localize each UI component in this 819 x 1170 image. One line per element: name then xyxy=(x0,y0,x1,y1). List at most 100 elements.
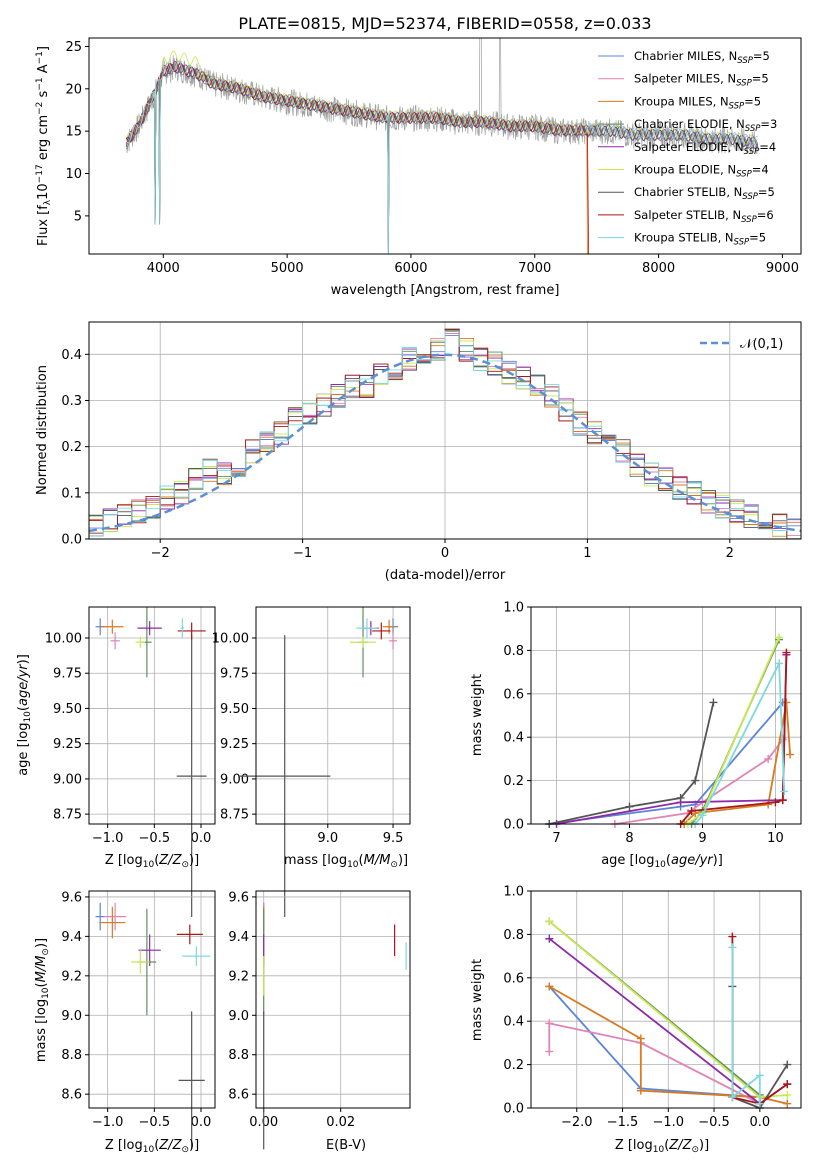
x-tick-label: 10 xyxy=(767,831,784,846)
x-tick-label: −0.5 xyxy=(698,1115,730,1130)
mass-weight-vs-age-panel: 7 8 9 10 0.0 0.2 0.4 0.6 0.8 1.0 age [log10(age/y… xyxy=(470,601,802,870)
y-tick-label: 9.75 xyxy=(53,667,82,682)
spectrum-xlabel: wavelength [Angstrom, rest frame] xyxy=(331,283,560,298)
y-tick-label: 9.00 xyxy=(220,772,249,787)
mass-weight-line xyxy=(731,947,761,1104)
y-tick-label: 9.2 xyxy=(228,969,249,984)
weight-age-xlabel: age [log10(age/yr)] xyxy=(601,853,723,870)
mass-weight-line xyxy=(679,652,788,825)
residual-histogram-panel: −2 −1 0 1 2 0.0 0.1 0.2 0.3 0.4 (data-model)/erro… xyxy=(35,321,802,583)
mass-weight-marker xyxy=(775,659,784,668)
legend-label: Salpeter ELODIE, NSSP=4 xyxy=(634,140,776,157)
histogram-xlabel: (data-model)/error xyxy=(385,568,506,583)
histogram-step-line xyxy=(89,330,801,539)
y-tick-label: 1.0 xyxy=(503,885,524,900)
spectrum-panel: PLATE=0815, MJD=52374, FIBERID=0558, z=0… xyxy=(35,14,802,298)
weight-metallicity-xlabel: Z [log10(Z/Z⊙)] xyxy=(615,1138,709,1155)
mass-weight-marker xyxy=(783,1099,792,1108)
y-tick-label: 8.75 xyxy=(220,808,249,823)
spectrum-plot-area: 4000 5000 6000 7000 8000 9000 5 10 15 20 25 xyxy=(65,38,799,276)
spectrum-model-line xyxy=(125,63,759,254)
mass-weight-marker xyxy=(709,698,718,707)
normal-legend-label: 𝒩(0,1) xyxy=(740,337,783,352)
y-tick-label: 8.8 xyxy=(61,1048,82,1063)
y-tick-label: 0.0 xyxy=(503,818,524,833)
y-tick-label: 9.25 xyxy=(220,737,249,752)
y-tick-label: 0.4 xyxy=(61,348,82,363)
mass-extinction-frame xyxy=(255,890,411,1109)
x-tick-label: −1.0 xyxy=(92,831,124,846)
y-tick-label: 9.25 xyxy=(53,737,82,752)
age-vs-metallicity-panel: −1.0 −0.5 0.0 8.75 9.00 9.25 9.50 9.75 10.00 Z [… xyxy=(16,606,216,917)
age-mass-plot-area: 9.0 9.5 8.75 9.00 9.25 9.50 9.75 10.00 xyxy=(212,607,410,917)
y-tick-label: 10.00 xyxy=(212,632,249,647)
x-tick-label: −1.0 xyxy=(92,1115,124,1130)
weight-age-plot-area: 7 8 9 10 0.0 0.2 0.4 0.6 0.8 1.0 xyxy=(503,601,801,846)
x-tick-label: 0.02 xyxy=(326,1115,355,1130)
mass-weight-marker xyxy=(764,754,773,763)
spectrum-model-line xyxy=(125,50,756,254)
y-tick-label: 9.0 xyxy=(61,1009,82,1024)
weight-age-ylabel: mass weight xyxy=(470,674,485,756)
x-tick-label: 9000 xyxy=(766,261,799,276)
x-tick-label: −2 xyxy=(151,546,170,561)
spectrum-model-line xyxy=(125,62,756,254)
y-tick-label: 9.4 xyxy=(228,930,249,945)
mass-weight-line xyxy=(549,701,784,825)
mass-weight-marker xyxy=(676,793,685,802)
x-tick-label: −2.0 xyxy=(561,1115,593,1130)
normal-curve-line xyxy=(89,353,801,533)
x-tick-label: 1 xyxy=(583,546,591,561)
y-tick-label: 8.8 xyxy=(228,1048,249,1063)
mass-weight-marker xyxy=(786,750,795,759)
x-tick-label: 8000 xyxy=(642,261,675,276)
mass-metallicity-xlabel: Z [log10(Z/Z⊙)] xyxy=(105,1138,199,1155)
mass-weight-marker xyxy=(545,934,554,943)
legend-label: Chabrier MILES, NSSP=5 xyxy=(634,49,770,66)
y-tick-label: 5 xyxy=(74,209,82,224)
mass-weight-marker xyxy=(687,806,696,815)
spectrum-frame xyxy=(88,37,802,255)
weight-metallicity-frame xyxy=(530,890,802,1109)
legend-label: Kroupa MILES, NSSP=5 xyxy=(634,94,761,111)
y-tick-label: 9.00 xyxy=(53,772,82,787)
spectrum-model-line xyxy=(125,62,759,254)
mass-extinction-xlabel: E(B-V) xyxy=(326,1138,366,1153)
y-tick-label: 9.75 xyxy=(220,667,249,682)
x-tick-label: 9 xyxy=(698,831,706,846)
histogram-ylabel: Normed distribution xyxy=(35,365,50,495)
x-tick-label: 4000 xyxy=(147,261,180,276)
mass-weight-marker xyxy=(778,796,787,805)
mass-weight-marker xyxy=(755,1099,764,1108)
x-tick-label: 0.0 xyxy=(191,1115,212,1130)
age-mass-xlabel: mass [log10(M/M⊙)] xyxy=(284,853,408,870)
x-tick-label: 5000 xyxy=(271,261,304,276)
weight-metallicity-ylabel: mass weight xyxy=(470,959,485,1041)
spectrum-model-line xyxy=(125,62,589,254)
mass-vs-metallicity-panel: −1.0 −0.5 0.0 8.6 8.8 9.0 9.2 9.4 9.6 Z [log10(Z… xyxy=(34,890,216,1155)
y-tick-label: 8.6 xyxy=(228,1088,249,1103)
weight-age-frame xyxy=(530,606,802,825)
y-tick-label: 9.50 xyxy=(220,702,249,717)
mass-metallicity-ylabel: mass [log10(M/M⊙)] xyxy=(34,938,51,1062)
mass-weight-marker xyxy=(545,1019,554,1028)
mass-weight-marker xyxy=(545,982,554,991)
x-tick-label: 0 xyxy=(441,546,449,561)
x-tick-label: −0.5 xyxy=(139,831,171,846)
mass-weight-vs-metallicity-panel: −2.0 −1.5 −1.0 −0.5 0.0 0.0 0.2 0.4 0.6 0.8 1.0 Z … xyxy=(470,885,802,1155)
spectrum-model-line xyxy=(125,63,755,254)
spectrum-model-line xyxy=(125,60,758,254)
x-tick-label: 8 xyxy=(625,831,633,846)
mass-weight-marker xyxy=(545,917,554,926)
age-metallicity-ylabel: age [log10(age/yr)] xyxy=(16,654,33,776)
mass-weight-marker xyxy=(783,1060,792,1069)
spectrum-title: PLATE=0815, MJD=52374, FIBERID=0558, z=0… xyxy=(238,14,651,33)
histogram-series-group xyxy=(89,328,801,539)
y-tick-label: 0.2 xyxy=(503,1058,524,1073)
mass-weight-marker xyxy=(698,811,707,820)
y-tick-label: 9.4 xyxy=(61,930,82,945)
age-metallicity-plot-area: −1.0 −0.5 0.0 8.75 9.00 9.25 9.50 9.75 10.00 xyxy=(45,607,215,917)
age-metallicity-frame xyxy=(88,606,216,825)
mass-extinction-plot-area: 0.00 0.028.68.89.09.29.49.6 xyxy=(228,890,410,1150)
